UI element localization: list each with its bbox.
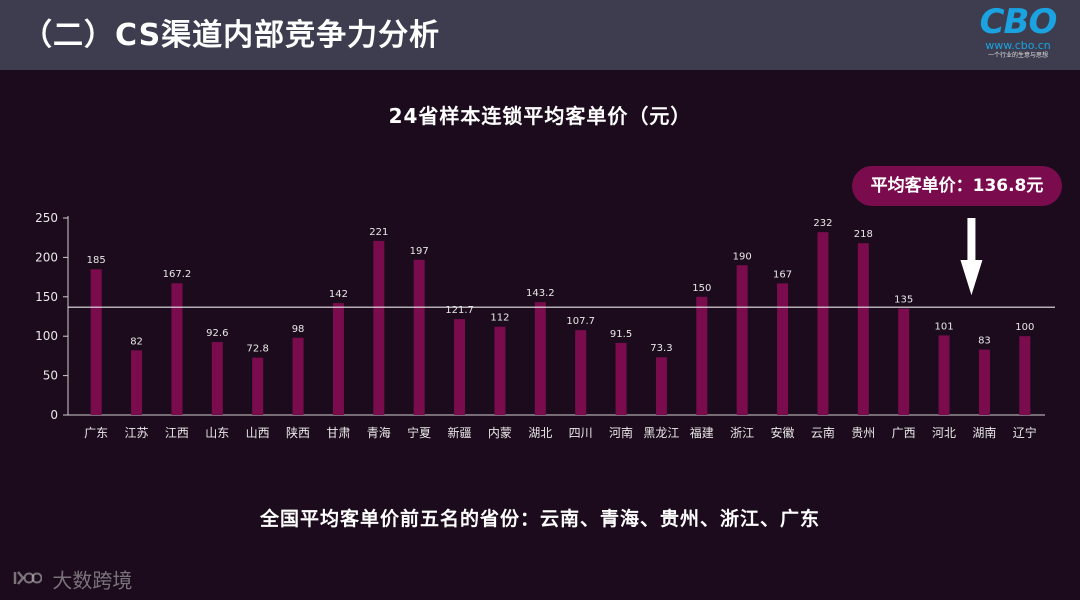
bar-value-label: 72.8 bbox=[247, 344, 269, 355]
y-tick-label: 200 bbox=[35, 250, 58, 264]
y-tick-label: 150 bbox=[35, 290, 58, 304]
x-category-label: 广西 bbox=[892, 426, 916, 440]
bar bbox=[90, 269, 102, 415]
bar-value-label: 167 bbox=[773, 269, 792, 280]
x-category-label: 四川 bbox=[569, 426, 593, 440]
y-tick-label: 50 bbox=[43, 369, 58, 383]
x-category-label: 湖南 bbox=[972, 425, 996, 440]
x-category-label: 辽宁 bbox=[1013, 425, 1037, 440]
x-category-label: 河南 bbox=[609, 425, 633, 440]
bar bbox=[252, 357, 264, 415]
x-category-label: 甘肃 bbox=[326, 426, 350, 440]
bar bbox=[1019, 336, 1031, 415]
x-category-label: 广东 bbox=[84, 426, 108, 440]
down-arrow-shaft bbox=[967, 218, 976, 262]
bar-value-label: 185 bbox=[87, 255, 106, 266]
page-title: （二）CS渠道内部竞争力分析 bbox=[22, 18, 441, 53]
bar-value-label: 73.3 bbox=[650, 343, 672, 354]
bar bbox=[292, 337, 304, 415]
x-category-label: 福建 bbox=[690, 425, 714, 440]
bar bbox=[575, 330, 587, 415]
bar-value-label: 101 bbox=[935, 321, 954, 332]
bar bbox=[131, 350, 143, 415]
bar-value-label: 150 bbox=[692, 283, 711, 294]
bar bbox=[454, 319, 466, 415]
chart-title: 24省样本连锁平均客单价（元） bbox=[388, 104, 692, 128]
bar-value-label: 135 bbox=[894, 295, 913, 306]
x-category-label: 陕西 bbox=[286, 425, 310, 440]
x-category-label: 江西 bbox=[165, 426, 189, 440]
watermark-text: 大数跨境 bbox=[52, 568, 133, 593]
bar-value-label: 112 bbox=[490, 313, 509, 324]
bar bbox=[534, 302, 546, 415]
x-category-label: 内蒙 bbox=[488, 426, 512, 440]
y-tick-label: 100 bbox=[35, 329, 58, 343]
bar-value-label: 167.2 bbox=[163, 269, 192, 280]
bar bbox=[655, 357, 667, 415]
bar-value-label: 232 bbox=[813, 218, 832, 229]
bar-value-label: 190 bbox=[733, 251, 752, 262]
bar bbox=[736, 265, 748, 415]
bar bbox=[817, 232, 829, 415]
bar-value-label: 92.6 bbox=[206, 328, 228, 339]
bar-value-label: 91.5 bbox=[610, 329, 632, 340]
bar-value-label: 142 bbox=[329, 289, 348, 300]
bar-value-label: 98 bbox=[292, 324, 305, 335]
x-category-label: 浙江 bbox=[730, 426, 754, 440]
bar-value-label: 83 bbox=[978, 336, 991, 347]
bar bbox=[857, 243, 869, 415]
cbo-logo: CBO www.cbo.cn 一个行业的生意与思想 bbox=[972, 4, 1064, 64]
x-category-label: 贵州 bbox=[851, 426, 875, 440]
x-category-label: 湖北 bbox=[528, 425, 552, 440]
x-category-label: 河北 bbox=[932, 426, 956, 440]
x-category-label: 山东 bbox=[205, 426, 229, 440]
bar bbox=[938, 335, 950, 415]
average-price-callout: 平均客单价：136.8元 bbox=[852, 166, 1062, 206]
bar bbox=[171, 283, 183, 415]
bar-value-label: 100 bbox=[1015, 322, 1034, 333]
bar-value-label: 107.7 bbox=[566, 316, 595, 327]
summary-text: 全国平均客单价前五名的省份：云南、青海、贵州、浙江、广东 bbox=[259, 508, 820, 530]
y-tick-label: 250 bbox=[35, 211, 58, 225]
logo-slogan: 一个行业的生意与思想 bbox=[987, 52, 1048, 59]
bar-value-label: 121.7 bbox=[445, 305, 474, 316]
x-category-label: 黑龙江 bbox=[643, 426, 679, 440]
watermark: 大数跨境 bbox=[12, 566, 133, 594]
x-category-label: 宁夏 bbox=[407, 425, 431, 440]
header-bar: （二）CS渠道内部竞争力分析 CBO www.cbo.cn 一个行业的生意与思想 bbox=[0, 0, 1080, 70]
bar bbox=[978, 349, 990, 415]
bar bbox=[777, 283, 789, 415]
x-category-label: 安徽 bbox=[771, 425, 795, 440]
x-category-label: 云南 bbox=[811, 425, 835, 440]
bar-value-label: 218 bbox=[854, 229, 873, 240]
logo-url: www.cbo.cn bbox=[985, 39, 1051, 52]
bar bbox=[696, 296, 708, 415]
bar-value-label: 197 bbox=[410, 246, 429, 257]
x-category-label: 青海 bbox=[367, 425, 391, 440]
bar bbox=[898, 308, 910, 415]
x-category-label: 江苏 bbox=[125, 426, 149, 440]
bar bbox=[373, 240, 385, 415]
bar-value-label: 143.2 bbox=[526, 288, 555, 299]
x-category-label: 山西 bbox=[246, 426, 270, 440]
bar bbox=[615, 342, 627, 415]
bar bbox=[211, 342, 223, 415]
bar-value-label: 82 bbox=[130, 336, 143, 347]
logo-mark: CBO bbox=[979, 2, 1058, 42]
bar-value-label: 221 bbox=[369, 227, 388, 238]
down-arrow-head bbox=[960, 260, 983, 296]
bar bbox=[413, 259, 425, 415]
bar bbox=[332, 303, 344, 415]
y-tick-label: 0 bbox=[50, 408, 58, 422]
bar bbox=[494, 326, 506, 415]
watermark-logo-icon bbox=[12, 568, 43, 594]
x-category-label: 新疆 bbox=[448, 425, 472, 440]
